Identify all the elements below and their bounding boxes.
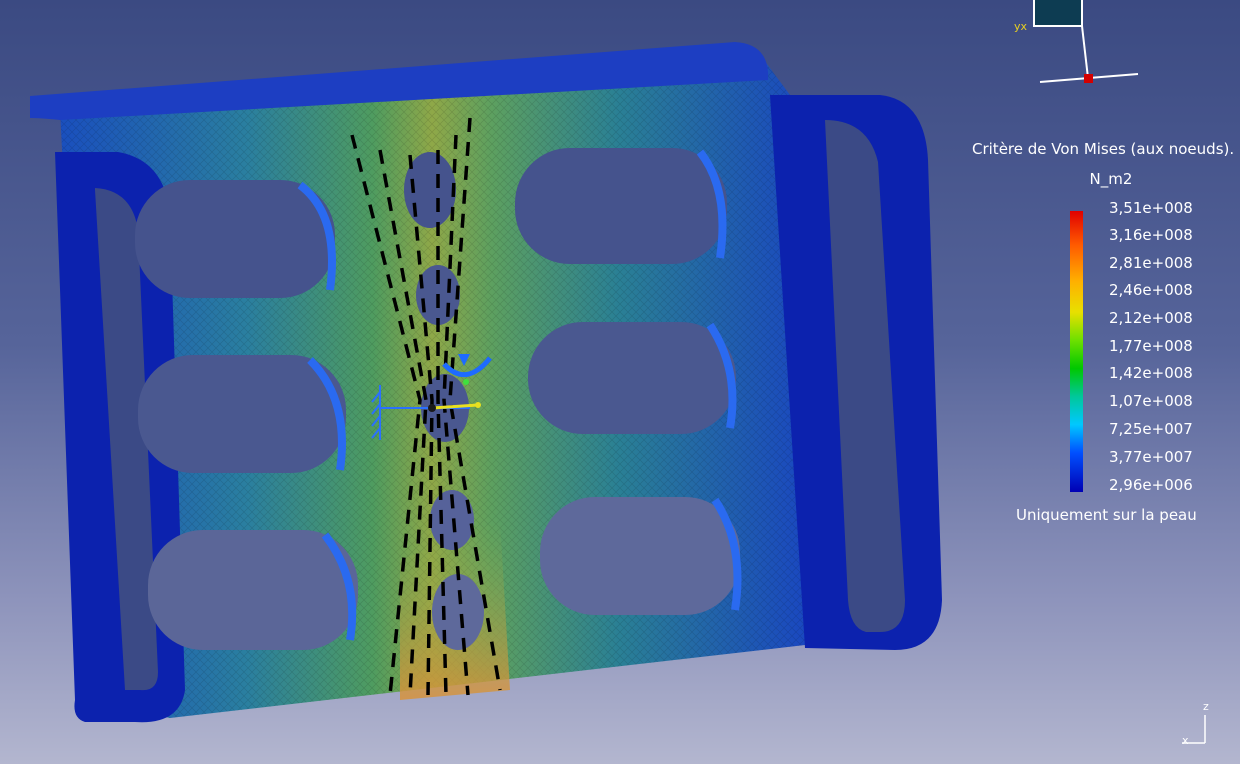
legend-value: 2,46e+008	[1109, 281, 1193, 299]
legend-value: 2,96e+006	[1109, 476, 1193, 494]
compass-label: yx	[1014, 20, 1028, 33]
legend-value: 3,51e+008	[1109, 199, 1193, 217]
color-scale-bar	[1070, 211, 1083, 492]
von-mises-legend[interactable]: Critère de Von Mises (aux noeuds). N_m2 …	[966, 138, 1240, 528]
slot-right-1	[515, 148, 727, 264]
legend-value: 7,25e+007	[1109, 420, 1193, 438]
center-hole-5	[432, 574, 484, 650]
center-hole-1	[404, 152, 456, 228]
legend-note: Uniquement sur la peau	[1016, 506, 1197, 524]
axis-z-label: z	[1203, 700, 1209, 713]
legend-value: 1,77e+008	[1109, 337, 1193, 355]
slot-left-1	[135, 180, 335, 298]
slot-left-3	[148, 530, 358, 650]
axis-triad[interactable]: z x	[1182, 700, 1209, 747]
legend-value: 1,42e+008	[1109, 364, 1193, 382]
slot-right-3	[540, 497, 740, 615]
plate-model[interactable]	[30, 42, 942, 723]
legend-value: 3,16e+008	[1109, 226, 1193, 244]
legend-title: Critère de Von Mises (aux noeuds).	[972, 140, 1235, 158]
slot-left-2	[138, 355, 346, 473]
axis-x-label: x	[1182, 734, 1189, 747]
legend-value: 1,07e+008	[1109, 392, 1193, 410]
clamp-restraint-symbol[interactable]	[371, 354, 492, 440]
plate-top-edge	[30, 42, 769, 120]
legend-value: 2,12e+008	[1109, 309, 1193, 327]
dashed-constraint-lines	[350, 117, 502, 696]
legend-unit: N_m2	[1089, 170, 1133, 188]
legend-value: 3,77e+007	[1109, 448, 1193, 466]
orientation-compass[interactable]: yx	[1014, 0, 1139, 83]
legend-value: 2,81e+008	[1109, 254, 1193, 272]
slot-right-2	[528, 322, 736, 434]
